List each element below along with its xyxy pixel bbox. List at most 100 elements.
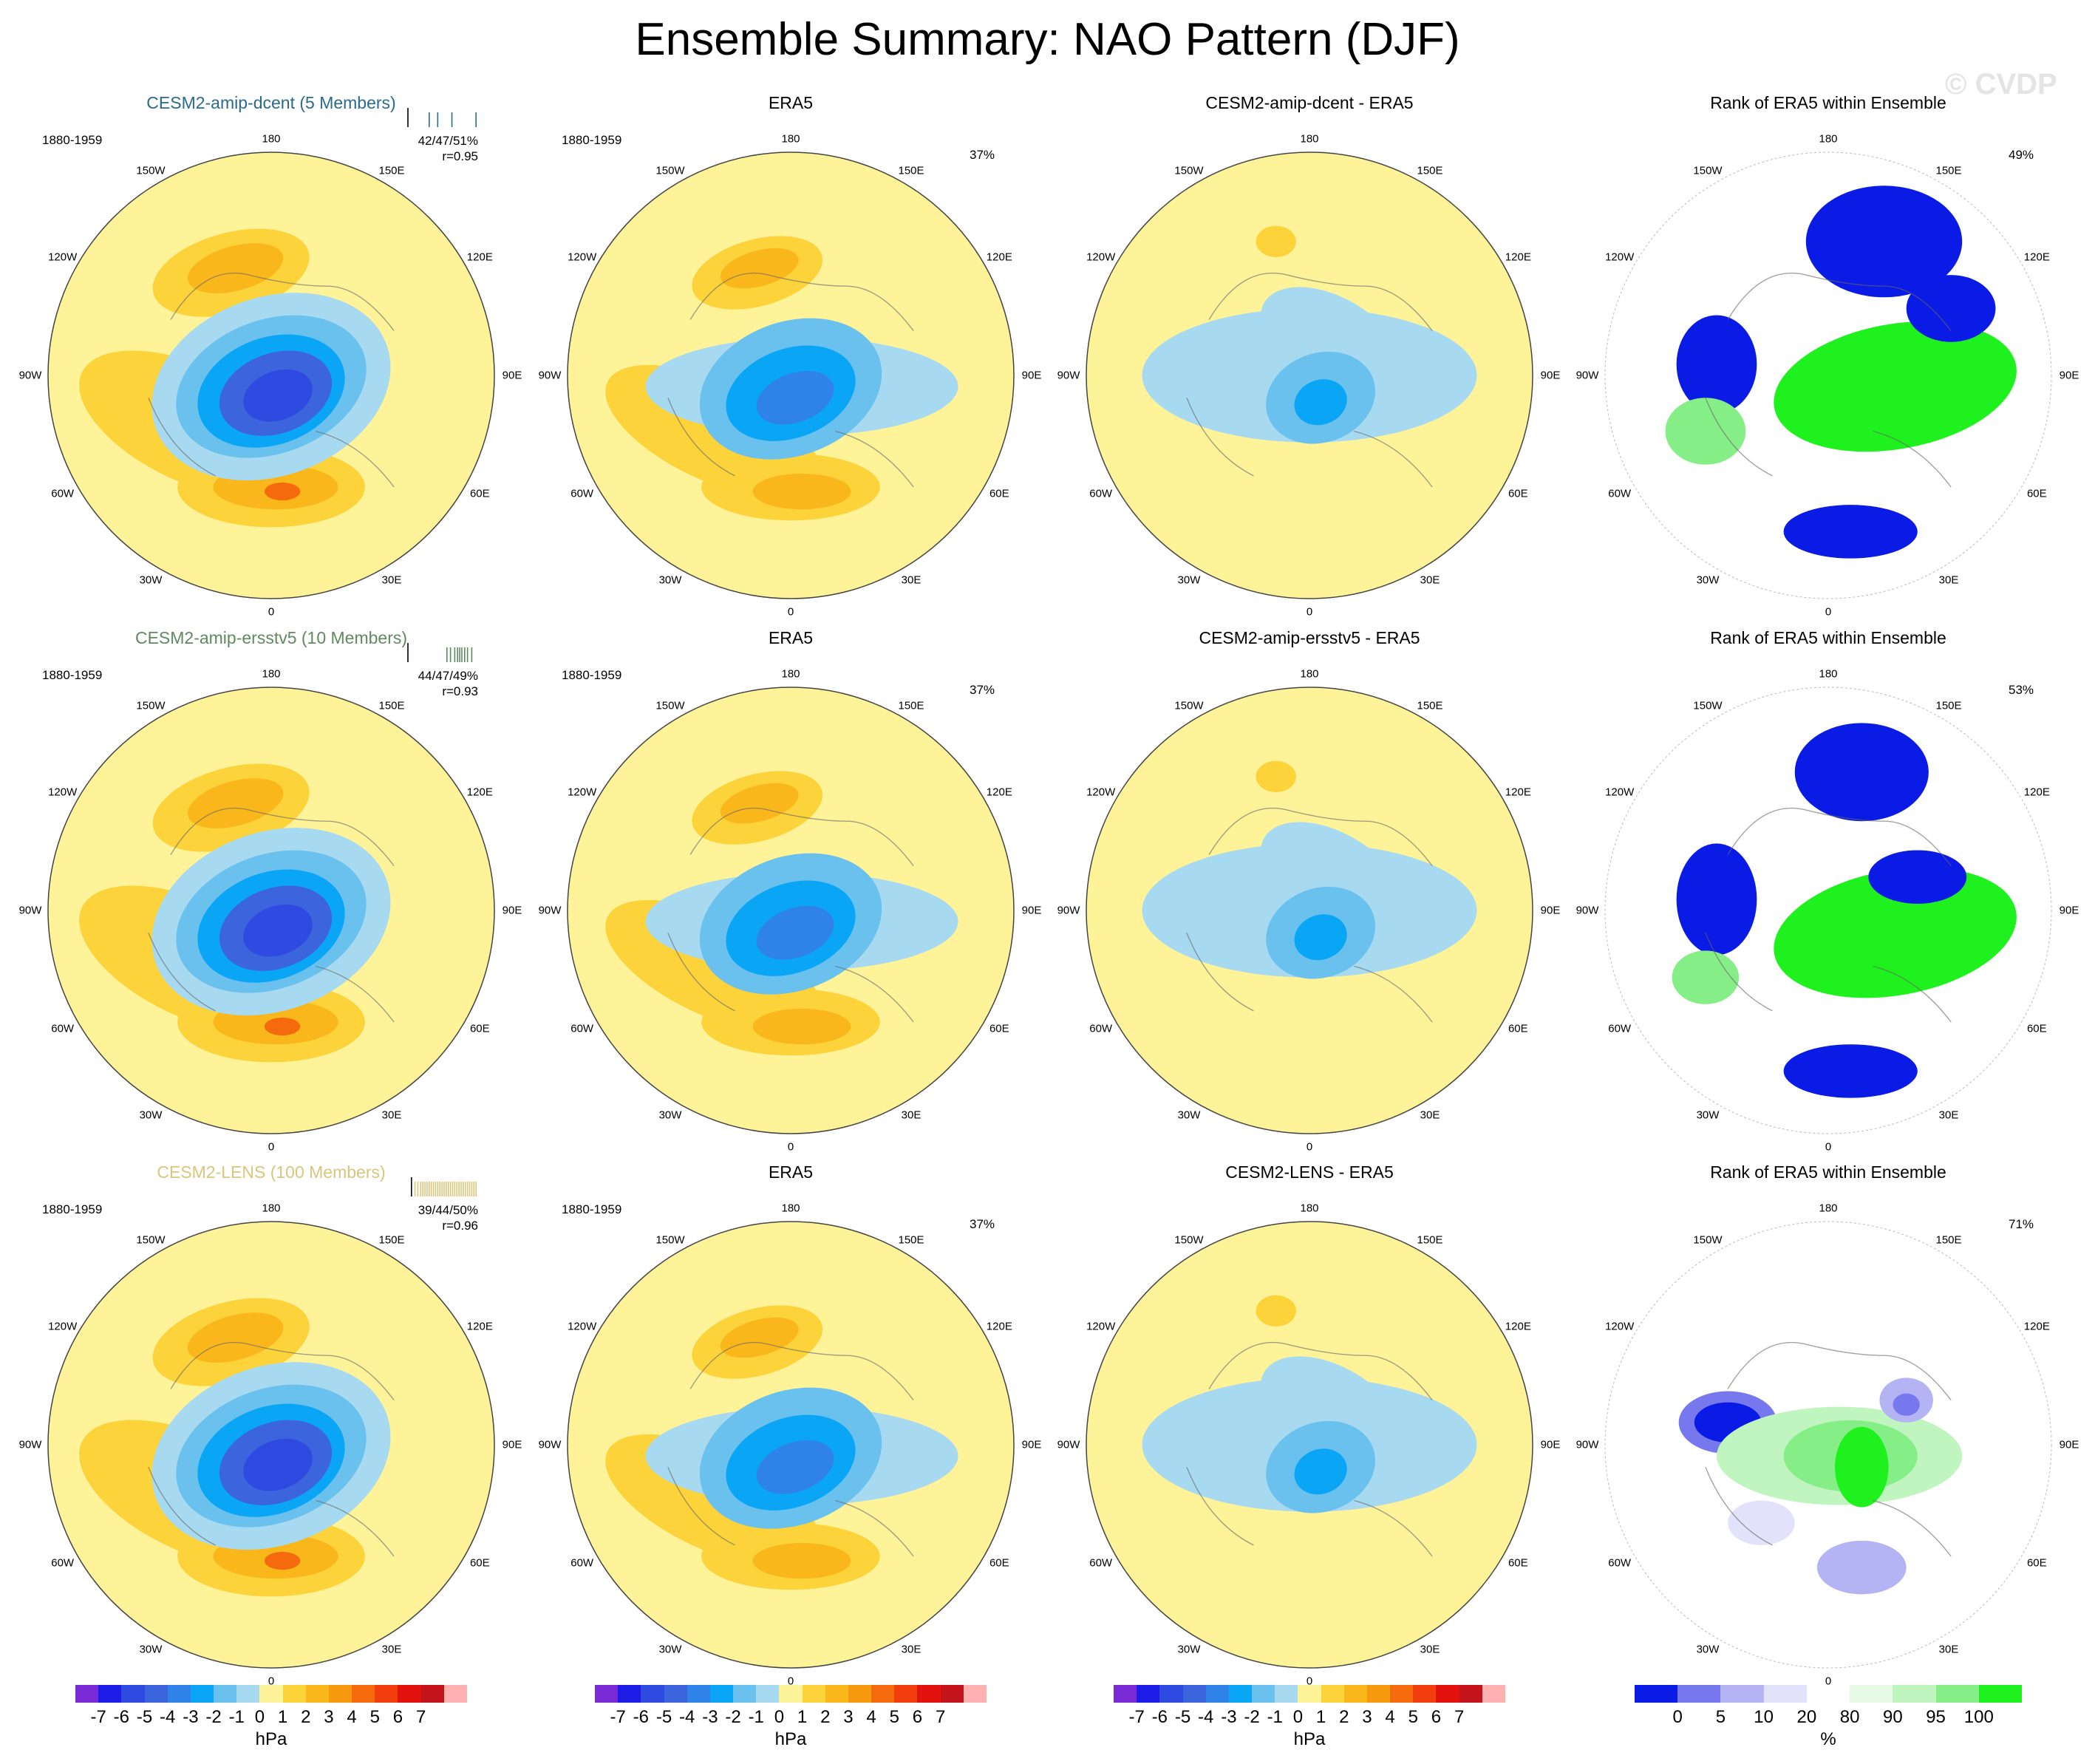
longitude-label: 90E: [502, 1438, 522, 1451]
longitude-label: 90W: [18, 1438, 42, 1451]
longitude-label: 30W: [1177, 573, 1201, 587]
colorbar-box: [1459, 1685, 1483, 1703]
longitude-label: 150W: [655, 1233, 685, 1247]
rank-boundary: [1604, 687, 2052, 1134]
colorbar-box: [352, 1685, 375, 1703]
colorbar: -7 -6 -5 -4 -3 -2 -1 0 1 2 3 4 5 6 7 hPa: [1114, 1685, 1506, 1751]
colorbar-tick: 1: [797, 1707, 808, 1727]
colorbar-box: [940, 1685, 964, 1703]
ref-anomaly-region: [752, 473, 851, 510]
ref-title: ERA5: [768, 1162, 814, 1182]
rank-anomaly-region: [1783, 505, 1918, 559]
ref-map: [567, 687, 1015, 1134]
longitude-label: 0: [787, 1675, 794, 1688]
rank-anomaly-region: [1676, 843, 1757, 956]
longitude-label: 30E: [381, 1643, 402, 1656]
longitude-label: 30W: [1696, 1643, 1720, 1656]
main-title: Ensemble Summary: NAO Pattern (DJF): [635, 14, 1460, 65]
colorbar-box: [282, 1685, 307, 1703]
colorbar-box: [848, 1685, 872, 1703]
longitude-label: 180: [1819, 132, 1838, 146]
colorbar-box: [1252, 1685, 1275, 1703]
longitude-label: 60E: [469, 487, 490, 500]
colorbar-box: [1366, 1685, 1391, 1703]
ref-map: [567, 1221, 1015, 1669]
longitude-label: 30E: [1420, 1643, 1440, 1656]
colorbar-box: [1298, 1685, 1322, 1703]
ref-anomaly-region: [752, 1008, 851, 1045]
longitude-label: 150E: [378, 699, 405, 712]
rank-title: Rank of ERA5 within Ensemble: [1710, 628, 1946, 647]
colorbar-box: [98, 1685, 122, 1703]
colorbar-box: [305, 1685, 330, 1703]
longitude-label: 150W: [136, 1233, 166, 1247]
model-anomaly-region: [188, 243, 284, 293]
longitude-label: 150W: [136, 164, 166, 177]
longitude-label: 90W: [1575, 369, 1599, 382]
diff-boundary: [1086, 687, 1533, 1134]
colorbar-box: [709, 1685, 734, 1703]
colorbar-tick: -1: [1267, 1707, 1283, 1727]
colorbar-box: [259, 1685, 284, 1703]
model-map: [47, 151, 495, 599]
colorbar-tick: -1: [748, 1707, 764, 1727]
period-label: 1880-1959: [42, 1202, 103, 1216]
longitude-label: 60W: [1089, 1556, 1113, 1570]
colorbar-box: [802, 1685, 826, 1703]
colorbar-box: [75, 1685, 99, 1703]
colorbar-unit: %: [1820, 1729, 1836, 1749]
longitude-label: 120W: [48, 251, 78, 264]
ref-title: ERA5: [768, 628, 814, 647]
rank-anomaly-region: [1893, 1393, 1920, 1416]
colorbar-tick: -7: [610, 1707, 626, 1727]
longitude-label: 180: [1819, 1202, 1838, 1215]
colorbar-box: [1275, 1685, 1298, 1703]
longitude-label: 30W: [139, 573, 163, 587]
colorbar-box: [420, 1685, 445, 1703]
rank-anomaly-region: [1728, 1500, 1795, 1545]
colorbar-box: [1114, 1685, 1137, 1703]
colorbar-tick: 0: [254, 1707, 265, 1727]
longitude-label: 90W: [1575, 1438, 1599, 1451]
longitude-label: 60E: [989, 1022, 1009, 1035]
longitude-label: 120E: [2023, 1320, 2050, 1333]
longitude-label: 90W: [18, 369, 42, 382]
colorbar-box: [687, 1685, 711, 1703]
longitude-label: 120W: [48, 786, 78, 799]
colorbar-tick: 95: [1926, 1707, 1946, 1727]
longitude-label: 60W: [1608, 1022, 1632, 1035]
rank-coastlines: [1705, 272, 1952, 488]
ref-boundary: [567, 687, 1015, 1134]
rank-anomaly-region: [1835, 1426, 1889, 1508]
longitude-label: 150W: [1693, 164, 1723, 177]
colorbar-tick: -4: [1198, 1707, 1214, 1727]
longitude-label: 120E: [986, 1320, 1012, 1333]
rank-pct: 49%: [2009, 148, 2034, 162]
longitude-label: 60W: [1608, 1556, 1632, 1570]
longitude-label: 90W: [1057, 369, 1080, 382]
longitude-label: 0: [268, 605, 275, 619]
longitude-label: 120E: [986, 251, 1012, 264]
colorbar-tick: -2: [1244, 1707, 1260, 1727]
colorbar-box: [1763, 1685, 1808, 1703]
rank-anomaly-region: [1794, 723, 1929, 822]
rank-map: [1604, 151, 2052, 599]
longitude-label: 150W: [136, 699, 166, 712]
rank-anomaly-region: [1672, 950, 1740, 1004]
diff-anomaly-region: [1294, 1448, 1347, 1495]
colorbar-tick: 20: [1796, 1707, 1817, 1727]
colorbar-tick: -1: [228, 1707, 245, 1727]
colorbar-box: [1850, 1685, 1893, 1703]
longitude-label: 60E: [469, 1556, 490, 1570]
diff-title: CESM2-LENS - ERA5: [1225, 1162, 1394, 1182]
longitude-label: 180: [1300, 1202, 1319, 1215]
longitude-label: 60W: [51, 487, 75, 500]
colorbar-tick: 4: [347, 1707, 357, 1727]
longitude-label: 60E: [2026, 1022, 2047, 1035]
longitude-label: 0: [1825, 1140, 1832, 1154]
longitude-label: 150E: [378, 1233, 405, 1247]
longitude-label: 120E: [1505, 1320, 1531, 1333]
colorbar-tick: -5: [1174, 1707, 1191, 1727]
colorbar-unit: hPa: [774, 1729, 807, 1749]
colorbar-box: [1806, 1685, 1850, 1703]
